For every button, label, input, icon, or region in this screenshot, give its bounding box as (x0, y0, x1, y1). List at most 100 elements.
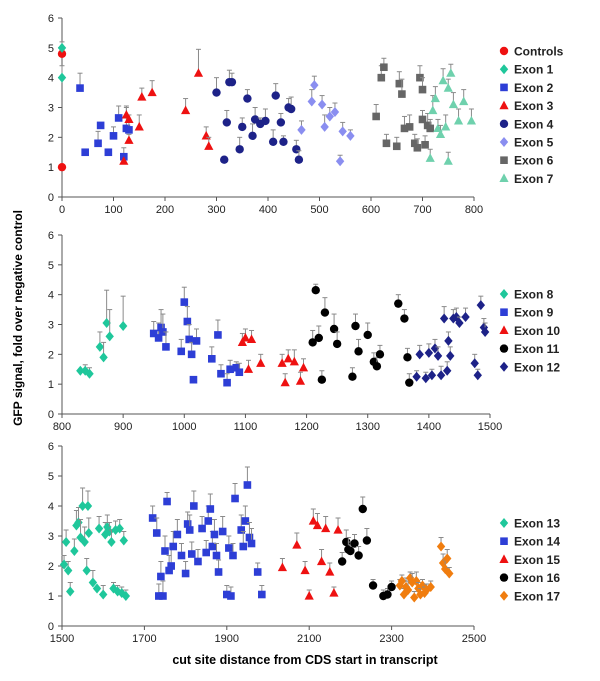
y-tick-label: 5 (48, 471, 54, 483)
x-tick-label: 500 (310, 204, 328, 216)
data-point (436, 541, 446, 552)
data-point (443, 83, 453, 92)
data-point (382, 139, 391, 148)
data-point (372, 362, 382, 371)
x-tick-label: 1100 (234, 421, 258, 433)
y-tick-label: 4 (48, 501, 54, 513)
data-point (445, 568, 454, 579)
data-point (428, 105, 438, 115)
data-point (92, 583, 102, 594)
data-point (161, 547, 169, 555)
legend-marker (499, 573, 509, 582)
data-point (95, 341, 105, 352)
data-point (163, 497, 171, 506)
data-point (470, 358, 479, 369)
x-tick-label: 600 (362, 204, 380, 216)
data-point (66, 586, 75, 597)
data-point (298, 362, 309, 372)
series-exon-17 (395, 537, 454, 603)
x-tick-label: 700 (413, 204, 431, 216)
x-tick-label: 1500 (50, 633, 74, 645)
legend-marker (499, 46, 509, 56)
data-point (177, 551, 186, 560)
data-point (57, 72, 67, 83)
data-point (154, 334, 163, 342)
y-tick-label: 4 (48, 73, 54, 85)
data-point (268, 137, 278, 147)
data-point (217, 369, 225, 378)
data-point (280, 377, 290, 387)
data-point (248, 131, 257, 141)
data-point (198, 524, 206, 533)
data-point (415, 349, 424, 360)
data-point (187, 350, 196, 359)
legend-marker (499, 100, 509, 110)
data-point (427, 370, 437, 381)
data-point (243, 94, 252, 103)
data-point (241, 517, 250, 525)
data-point (394, 299, 403, 308)
data-point (212, 551, 221, 560)
data-point (441, 121, 451, 131)
series-exon-9 (149, 286, 244, 387)
data-point (157, 323, 165, 332)
data-point (119, 156, 129, 165)
data-point (173, 530, 182, 539)
data-point (237, 337, 247, 346)
y-tick-label: 6 (48, 230, 54, 242)
legend-marker (499, 361, 509, 372)
data-point (350, 539, 359, 548)
data-point (325, 567, 335, 576)
data-point (403, 353, 412, 362)
data-point (192, 337, 201, 345)
legend: Exon 13 Exon 14 Exon 15 Exon 16 Exon 17 (499, 517, 560, 603)
series-exon-13 (59, 487, 131, 601)
x-tick-label: 100 (104, 204, 122, 216)
data-point (63, 565, 73, 576)
data-point (118, 320, 128, 331)
data-point (358, 504, 367, 514)
data-point (279, 137, 288, 147)
series-exon-5 (297, 75, 355, 167)
data-point (337, 557, 347, 566)
data-point (57, 42, 67, 53)
legend-label: Exon 16 (514, 571, 560, 585)
y-tick-label: 1 (48, 379, 54, 391)
data-point (459, 96, 469, 106)
data-point (137, 92, 147, 101)
data-point (245, 533, 254, 542)
data-point (70, 546, 79, 556)
data-point (76, 365, 85, 376)
data-point (413, 143, 422, 152)
series-exon-8 (76, 289, 128, 379)
data-point (425, 153, 435, 162)
data-point (261, 116, 270, 126)
data-point (297, 124, 306, 135)
data-point (446, 68, 456, 77)
x-tick-label: 1300 (355, 421, 379, 433)
legend-label: Exon 8 (514, 288, 554, 302)
legend-marker (500, 156, 508, 164)
data-point (206, 505, 215, 513)
data-point (119, 535, 128, 546)
legend-label: Exon 3 (514, 99, 554, 113)
data-point (246, 334, 257, 344)
data-point (88, 577, 98, 588)
data-point (412, 371, 421, 382)
data-point (124, 114, 134, 124)
data-point (117, 588, 126, 598)
data-point (232, 363, 241, 372)
data-point (368, 581, 378, 590)
data-point (85, 368, 94, 379)
data-point (438, 75, 448, 85)
legend-marker (499, 518, 509, 528)
data-point (94, 139, 102, 148)
data-point (410, 139, 419, 148)
data-point (99, 352, 108, 363)
data-point (240, 332, 251, 342)
legend-marker (500, 83, 508, 92)
legend-marker (499, 173, 509, 182)
series-exon-15 (277, 508, 343, 600)
x-tick-label: 2500 (462, 633, 486, 645)
